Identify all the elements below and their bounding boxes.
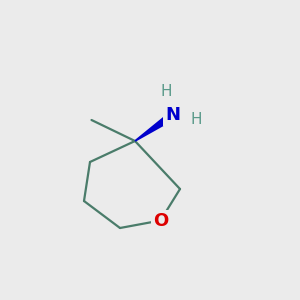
Text: O: O	[153, 212, 168, 230]
Text: H: H	[161, 84, 172, 99]
Text: N: N	[165, 106, 180, 124]
Text: H: H	[191, 112, 202, 128]
Polygon shape	[134, 112, 175, 142]
